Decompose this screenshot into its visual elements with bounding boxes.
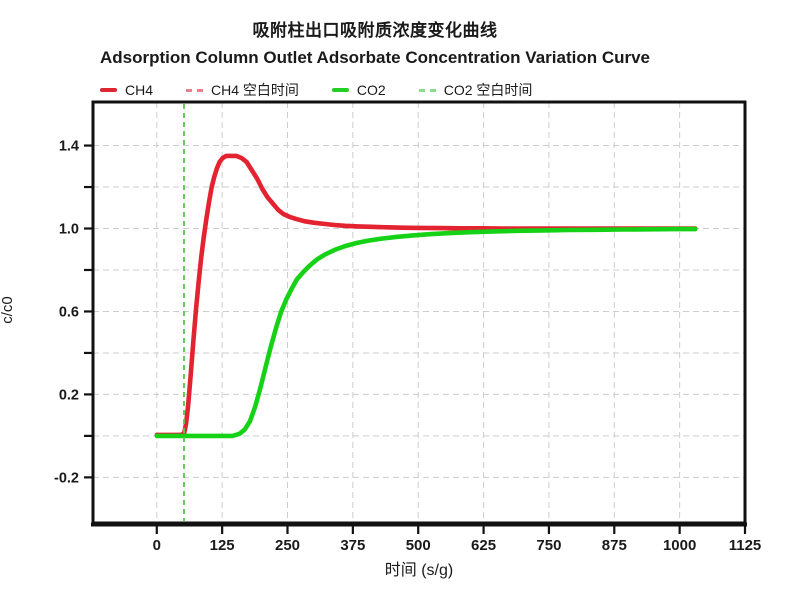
- series-curve-CO2: [154, 226, 698, 439]
- x-tick-label: 750: [536, 537, 561, 554]
- y-tick-label: 0.6: [59, 304, 79, 320]
- x-tick-label: 875: [602, 537, 627, 554]
- legend-item-1: CH4: [100, 82, 153, 98]
- y-tick-label: 1.4: [59, 139, 79, 155]
- legend: CH4 CH4 空白时间 CO2 CO2 空白时间: [100, 80, 532, 100]
- legend-swatch-icon: [418, 88, 436, 92]
- x-tick-label: 375: [340, 537, 365, 554]
- x-tick-label: 125: [210, 537, 235, 554]
- legend-swatch-icon: [100, 88, 117, 92]
- y-tick-label: 1.0: [59, 222, 79, 238]
- legend-item-2: CH4 空白时间: [186, 80, 299, 100]
- legend-item-4: CO2 空白时间: [418, 80, 533, 100]
- plot-border: [91, 100, 747, 525]
- x-tick-label: 250: [275, 537, 300, 554]
- y-tick-label: 0.2: [59, 387, 79, 403]
- x-tick-label: 0: [153, 537, 161, 554]
- x-tick-label: 625: [471, 537, 496, 554]
- legend-label: CO2 空白时间: [443, 82, 533, 98]
- chart-title-en: Adsorption Column Outlet Adsorbate Conce…: [99, 48, 651, 67]
- chart-title-zh: 吸附柱出口吸附质浓度变化曲线: [252, 21, 498, 40]
- legend-swatch-icon: [186, 88, 204, 92]
- legend-swatch-icon: [331, 88, 349, 92]
- legend-label: CH4 空白时间: [211, 82, 299, 98]
- series-curve-CH4: [154, 153, 698, 438]
- x-tick-label: 500: [406, 537, 431, 554]
- y-tick-label: -0.2: [54, 470, 79, 486]
- x-tick-label: 1000: [663, 537, 696, 554]
- x-axis-title: 时间 (s/g): [384, 562, 454, 579]
- legend-item-3: CO2: [331, 82, 386, 98]
- x-tick-label: 1125: [729, 537, 762, 554]
- legend-label: CH4: [125, 82, 154, 98]
- legend-label: CO2: [356, 82, 386, 98]
